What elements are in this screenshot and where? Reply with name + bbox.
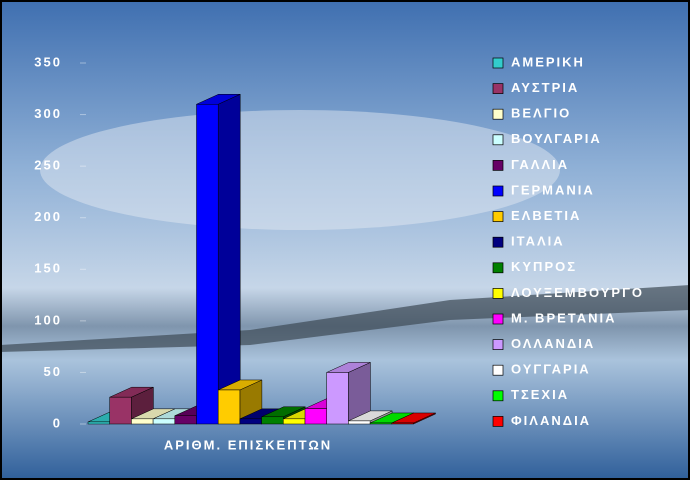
y-tick-label: 200 <box>34 209 62 224</box>
y-tick-label: 0 <box>53 415 62 430</box>
legend-label: ΓΑΛΛΙΑ <box>511 157 569 172</box>
legend-swatch <box>493 340 503 350</box>
legend-label: ΕΛΒΕΤΙΑ <box>511 208 581 223</box>
legend-swatch <box>493 135 503 145</box>
legend-swatch <box>493 84 503 94</box>
legend-swatch <box>493 314 503 324</box>
bar <box>240 419 262 424</box>
legend-swatch <box>493 288 503 298</box>
legend-swatch <box>493 186 503 196</box>
bar <box>392 423 414 424</box>
category-label: ΑΡΙΘΜ. ΕΠΙΣΚΕΠΤΩΝ <box>164 437 332 452</box>
bar <box>370 423 392 424</box>
cloud <box>40 110 560 230</box>
legend-swatch <box>493 237 503 247</box>
legend-label: ΒΕΛΓΙΟ <box>511 106 571 121</box>
legend-swatch <box>493 212 503 222</box>
y-tick-label: 350 <box>34 54 62 69</box>
bar <box>88 422 110 424</box>
legend-label: ΒΟΥΛΓΑΡΙΑ <box>511 131 602 146</box>
y-tick-label: 250 <box>34 158 62 173</box>
bar-side <box>218 94 240 424</box>
legend-label: ΑΥΣΤΡΙΑ <box>511 80 579 95</box>
legend-swatch <box>493 416 503 426</box>
y-tick-label: 100 <box>34 312 62 327</box>
legend-label: ΛΟΥΞΕΜΒΟΥΡΓΟ <box>511 285 644 300</box>
bar <box>305 409 327 424</box>
legend-label: ΦΙΛΑΝΔΙΑ <box>511 413 591 428</box>
y-tick-label: 300 <box>34 106 62 121</box>
legend-label: ΙΤΑΛΙΑ <box>511 234 565 249</box>
legend-label: ΑΜΕΡΙΚΗ <box>511 54 585 69</box>
legend-swatch <box>493 263 503 273</box>
y-tick-label: 150 <box>34 261 62 276</box>
bar <box>175 416 197 424</box>
chart: ΑΡΙΘΜ. ΕΠΙΣΚΕΠΤΩΝ 0 50 100 150 200 250 300 350 Α… <box>0 0 690 480</box>
legend-label: ΤΣΕΧΙΑ <box>511 387 569 402</box>
legend-swatch <box>493 160 503 170</box>
legend-label: ΟΛΛΑΝΔΙΑ <box>511 336 595 351</box>
legend-label: ΟΥΓΓΑΡΙΑ <box>511 362 591 377</box>
bar <box>348 421 370 424</box>
legend-label: Μ. ΒΡΕΤΑΝΙΑ <box>511 310 617 325</box>
bar <box>218 390 240 424</box>
legend-swatch <box>493 58 503 68</box>
legend-swatch <box>493 391 503 401</box>
bar <box>327 372 349 424</box>
y-tick-label: 50 <box>44 364 62 379</box>
bar <box>131 419 153 424</box>
legend-swatch <box>493 365 503 375</box>
legend-label: ΓΕΡΜΑΝΙΑ <box>511 182 595 197</box>
bar <box>262 417 284 424</box>
bar <box>110 397 132 424</box>
legend-swatch <box>493 109 503 119</box>
bar <box>153 419 175 424</box>
bar <box>197 104 219 424</box>
bar <box>283 419 305 424</box>
legend-label: ΚΥΠΡΟΣ <box>511 259 577 274</box>
